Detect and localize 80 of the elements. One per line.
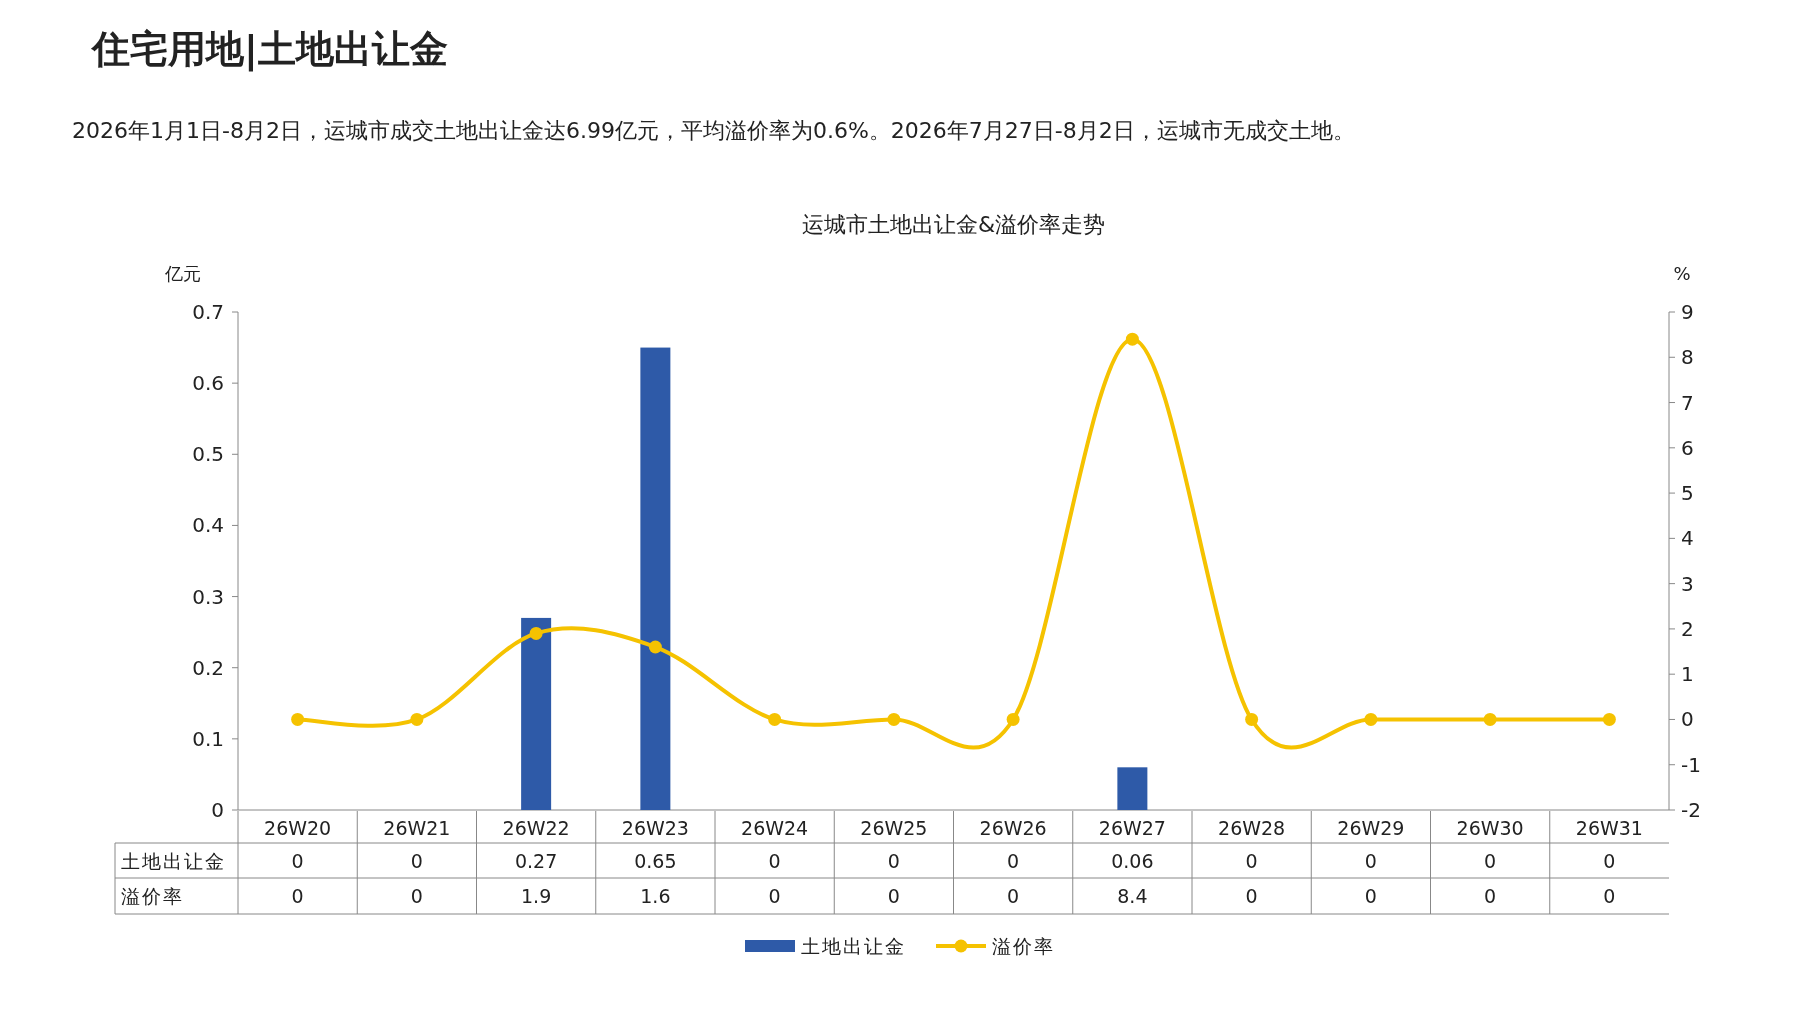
point: [1602, 712, 1616, 726]
x-tick-label: 26W28: [1218, 817, 1286, 839]
y-tick-label: 0.3: [192, 584, 224, 609]
bar: [521, 617, 552, 810]
bar: [640, 347, 671, 810]
data-label: 0: [1245, 849, 1258, 872]
point: [1483, 712, 1497, 726]
chart-title: 运城市土地出让金&溢价率走势: [801, 212, 1106, 237]
data-label: 0: [291, 849, 304, 872]
x-tick-label: 26W30: [1456, 817, 1524, 839]
y2-axis-title: %: [1673, 263, 1691, 284]
y-tick-label: 0.5: [192, 442, 224, 467]
point: [1245, 712, 1259, 726]
data-label: 0: [291, 885, 304, 907]
data-label: 0: [1484, 885, 1497, 907]
y2-tick-label: 9: [1681, 300, 1694, 324]
y2-tick-label: 5: [1681, 481, 1694, 506]
y-tick-label: 0.2: [192, 655, 224, 680]
data-label: 0: [1007, 885, 1020, 907]
data-label: 0.27: [514, 849, 558, 872]
data-label: 0: [1007, 849, 1020, 872]
y2-tick-label: -2: [1681, 798, 1701, 822]
point: [768, 712, 782, 726]
data-label: 0: [768, 885, 781, 907]
point: [410, 712, 424, 726]
point: [1364, 712, 1378, 726]
data-label: 0: [410, 849, 423, 872]
y-tick-label: 0.4: [192, 513, 224, 538]
y-tick-label: 0.6: [192, 371, 224, 396]
point: [648, 640, 662, 654]
heading: 住宅用地|土地出让金: [92, 27, 448, 71]
y2-tick-label: 4: [1681, 526, 1694, 551]
y2-tick-label: 3: [1681, 571, 1694, 596]
x-tick-label: 26W29: [1337, 817, 1405, 839]
y2-tick-label: 7: [1681, 390, 1694, 415]
legend-label: 溢价率: [992, 935, 1055, 957]
y2-tick-label: 8: [1681, 345, 1694, 370]
y-tick-label: 0: [211, 798, 224, 822]
data-label: 0: [1603, 885, 1616, 907]
text: 2026年1月1日-8月2日，运城市成交土地出让金达6.99亿元，平均溢价率为0.6%。2026年7月27日-8月2日，运城市无成交土地。: [72, 118, 1355, 143]
y2-tick-label: 1: [1681, 662, 1694, 687]
point: [1006, 712, 1020, 726]
x-tick-label: 26W20: [264, 817, 332, 839]
point: [291, 712, 305, 726]
y2-tick-label: 2: [1681, 616, 1694, 641]
y-tick-label: 0.1: [192, 726, 224, 751]
y2-tick-label: 0: [1681, 707, 1694, 732]
x-tick-label: 26W22: [502, 817, 570, 839]
data-label: 0: [1245, 885, 1258, 907]
x-tick-label: 26W27: [1098, 817, 1166, 839]
data-label: 0: [1484, 849, 1497, 872]
y2-tick-label: 6: [1681, 435, 1694, 460]
data-label: 0: [887, 849, 900, 872]
point: [529, 626, 543, 640]
text: 溢价率: [121, 885, 184, 907]
data-label: 0: [1603, 849, 1616, 872]
data-label: 8.4: [1117, 885, 1148, 907]
x-tick-label: 26W31: [1575, 817, 1643, 839]
data-label: 0.06: [1111, 849, 1154, 872]
x-tick-label: 26W21: [383, 817, 451, 839]
data-label: 1.6: [640, 885, 671, 907]
x-tick-label: 26W24: [741, 817, 809, 839]
data-label: 0.65: [634, 849, 677, 872]
x-tick-label: 26W25: [860, 817, 928, 839]
bar: [1117, 767, 1148, 810]
data-label: 0: [1364, 849, 1377, 872]
legend-label: 土地出让金: [801, 935, 906, 957]
x-tick-label: 26W26: [979, 817, 1047, 839]
data-label: 0: [887, 885, 900, 907]
data-label: 1.9: [521, 885, 552, 907]
y2-tick-label: -1: [1681, 752, 1701, 777]
y-tick-label: 0.7: [192, 300, 224, 324]
data-label: 0: [410, 885, 423, 907]
data-label: 0: [1364, 885, 1377, 907]
x-tick-label: 26W23: [621, 817, 689, 839]
text: 土地出让金: [121, 849, 226, 872]
point: [887, 712, 901, 726]
y-axis-title: 亿元: [164, 263, 201, 284]
data-label: 0: [768, 849, 781, 872]
point: [1125, 332, 1139, 346]
